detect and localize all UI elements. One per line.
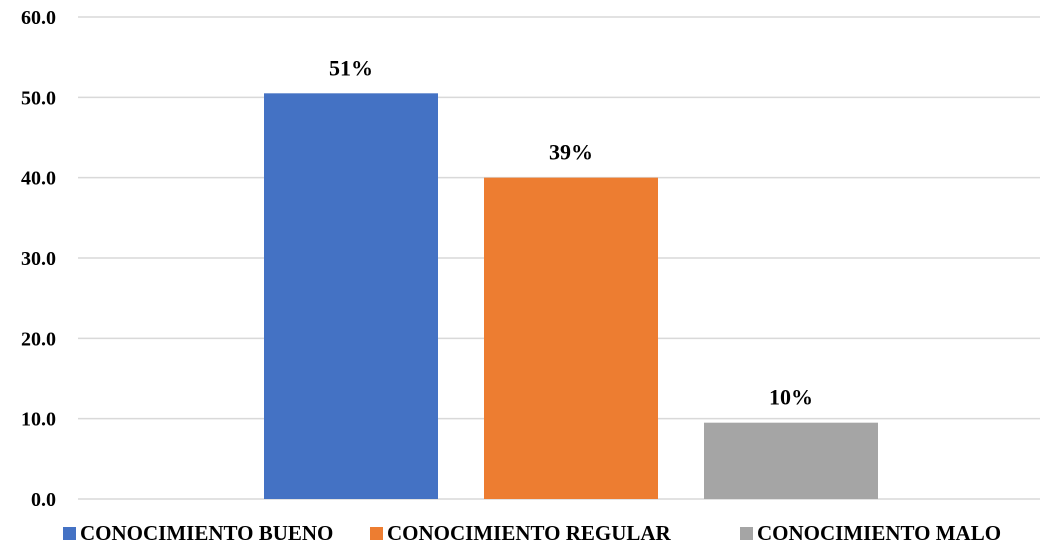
legend-label: CONOCIMIENTO REGULAR — [387, 521, 672, 545]
legend-label: CONOCIMIENTO MALO — [757, 521, 1001, 545]
data-label: 51% — [329, 55, 373, 80]
y-tick-label: 40.0 — [21, 168, 56, 190]
y-tick-label: 50.0 — [21, 87, 56, 109]
y-axis-ticks: 0.0 10.0 20.0 30.0 40.0 50.0 60.0 — [21, 7, 56, 511]
bars — [264, 93, 878, 500]
bar — [704, 422, 878, 499]
legend-swatch — [370, 527, 383, 540]
bar — [484, 177, 658, 499]
y-tick-label: 10.0 — [21, 409, 56, 431]
legend: CONOCIMIENTO BUENO CONOCIMIENTO REGULAR CO… — [63, 521, 1001, 545]
legend-label: CONOCIMIENTO BUENO — [80, 521, 333, 545]
legend-swatch — [740, 527, 753, 540]
bar — [264, 93, 438, 500]
legend-swatch — [63, 527, 76, 540]
y-tick-label: 60.0 — [21, 7, 56, 29]
y-tick-label: 30.0 — [21, 248, 56, 270]
y-tick-label: 20.0 — [21, 328, 56, 350]
y-tick-label: 0.0 — [31, 489, 56, 511]
data-label: 39% — [549, 140, 593, 165]
data-label: 10% — [769, 385, 813, 410]
data-labels: 51% 39% 10% — [329, 55, 813, 409]
